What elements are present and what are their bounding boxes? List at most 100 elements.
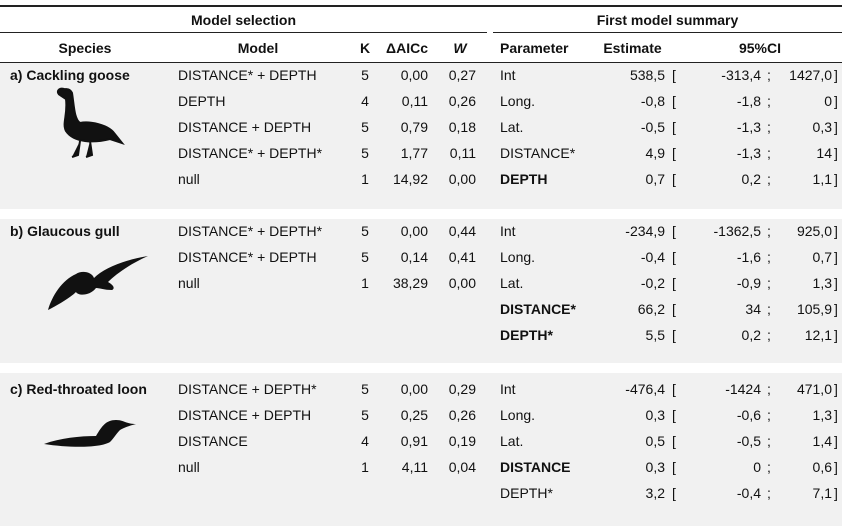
- delta-aicc: 14,92: [392, 170, 428, 187]
- goose-icon: [56, 87, 125, 158]
- parameter: Lat.: [500, 118, 524, 135]
- ci-bracket: [: [672, 406, 676, 423]
- model: DISTANCE + DEPTH*: [178, 381, 317, 397]
- ci-bracket: [: [672, 484, 676, 501]
- ci-lower: -0,4: [736, 484, 761, 501]
- k-value: 5: [361, 406, 369, 423]
- parameter: Int: [500, 223, 516, 239]
- model: DISTANCE* + DEPTH*: [178, 144, 323, 161]
- weight: 0,41: [448, 248, 476, 265]
- ci-separator: ;: [767, 381, 771, 397]
- row-band: [0, 219, 842, 363]
- delta-aicc: 0,14: [400, 248, 428, 265]
- ci-bracket: ]: [834, 274, 838, 291]
- ci-bracket: [: [672, 458, 676, 475]
- ci-separator: ;: [767, 274, 771, 291]
- column-header: W: [453, 40, 467, 56]
- header-rule: [0, 62, 842, 63]
- ci-upper: 1,4: [812, 432, 832, 449]
- ci-upper: 0,7: [812, 248, 832, 265]
- column-header: K: [359, 40, 371, 56]
- ci-bracket: [: [672, 118, 676, 135]
- k-value: 5: [361, 223, 369, 239]
- ci-lower: -0,9: [736, 274, 761, 291]
- k-value: 5: [361, 118, 369, 135]
- ci-separator: ;: [767, 118, 771, 135]
- k-value: 5: [361, 144, 369, 161]
- weight: 0,18: [448, 118, 476, 135]
- weight: 0,04: [448, 458, 476, 475]
- ci-lower: -1,6: [736, 248, 761, 265]
- parameter: Int: [500, 67, 516, 83]
- loon-icon: [44, 420, 136, 447]
- estimate: 0,3: [645, 406, 665, 423]
- weight: 0,19: [448, 432, 476, 449]
- estimate: 0,5: [645, 432, 665, 449]
- ci-lower: -1,3: [736, 118, 761, 135]
- ci-lower: 34: [745, 300, 761, 317]
- estimate: -234,9: [625, 223, 665, 239]
- model: DEPTH: [178, 92, 226, 109]
- weight: 0,11: [449, 144, 476, 161]
- ci-bracket: ]: [834, 484, 838, 501]
- ci-upper: 1,3: [812, 274, 832, 291]
- estimate: 0,7: [645, 170, 665, 187]
- estimate: -476,4: [625, 381, 665, 397]
- estimate: -0,2: [640, 274, 665, 291]
- model: DISTANCE* + DEPTH: [178, 67, 317, 83]
- ci-separator: ;: [767, 300, 771, 317]
- delta-aicc: 0,25: [400, 406, 428, 423]
- weight: 0,27: [448, 67, 476, 83]
- ci-upper: 12,1: [804, 326, 832, 343]
- ci-upper: 0: [824, 92, 832, 109]
- delta-aicc: 1,77: [400, 144, 428, 161]
- ci-bracket: [: [672, 381, 676, 397]
- column-header: Species: [58, 40, 112, 56]
- ci-bracket: ]: [834, 118, 838, 135]
- group-rule: [0, 32, 487, 33]
- ci-bracket: [: [672, 248, 676, 265]
- ci-bracket: ]: [834, 144, 838, 161]
- ci-bracket: ]: [834, 248, 838, 265]
- group-rule: [493, 32, 842, 33]
- k-value: 5: [361, 381, 369, 397]
- ci-separator: ;: [767, 406, 771, 423]
- k-value: 5: [361, 248, 369, 265]
- column-header: Model: [237, 40, 279, 56]
- estimate: 66,2: [637, 300, 665, 317]
- ci-separator: ;: [767, 67, 771, 83]
- column-header: 95%CI: [738, 40, 782, 56]
- model: DISTANCE* + DEPTH: [178, 248, 317, 265]
- parameter: DEPTH*: [500, 326, 553, 343]
- estimate: -0,4: [640, 248, 665, 265]
- group-header: First model summary: [596, 12, 739, 28]
- parameter: DEPTH*: [500, 484, 553, 501]
- ci-upper: 7,1: [812, 484, 832, 501]
- ci-separator: ;: [767, 484, 771, 501]
- column-header: Estimate: [603, 40, 662, 56]
- row-band: [0, 63, 842, 209]
- estimate: 538,5: [629, 67, 665, 83]
- parameter: Long.: [500, 406, 536, 423]
- ci-bracket: ]: [834, 223, 838, 239]
- estimate: -0,8: [640, 92, 665, 109]
- ci-separator: ;: [767, 326, 771, 343]
- ci-separator: ;: [767, 92, 771, 109]
- model: null: [178, 458, 200, 475]
- ci-upper: 105,9: [796, 300, 832, 317]
- ci-bracket: [: [672, 92, 676, 109]
- estimate: 5,5: [645, 326, 665, 343]
- ci-lower: 0,2: [741, 170, 761, 187]
- group-header: Model selection: [190, 12, 297, 28]
- parameter: DISTANCE*: [500, 144, 576, 161]
- ci-bracket: ]: [834, 67, 838, 83]
- ci-bracket: [: [672, 432, 676, 449]
- ci-bracket: [: [672, 170, 676, 187]
- model: DISTANCE* + DEPTH*: [178, 223, 323, 239]
- ci-bracket: [: [672, 300, 676, 317]
- delta-aicc: 0,00: [400, 381, 428, 397]
- estimate: 0,3: [645, 458, 665, 475]
- k-value: 1: [361, 170, 369, 187]
- top-rule: [0, 5, 842, 7]
